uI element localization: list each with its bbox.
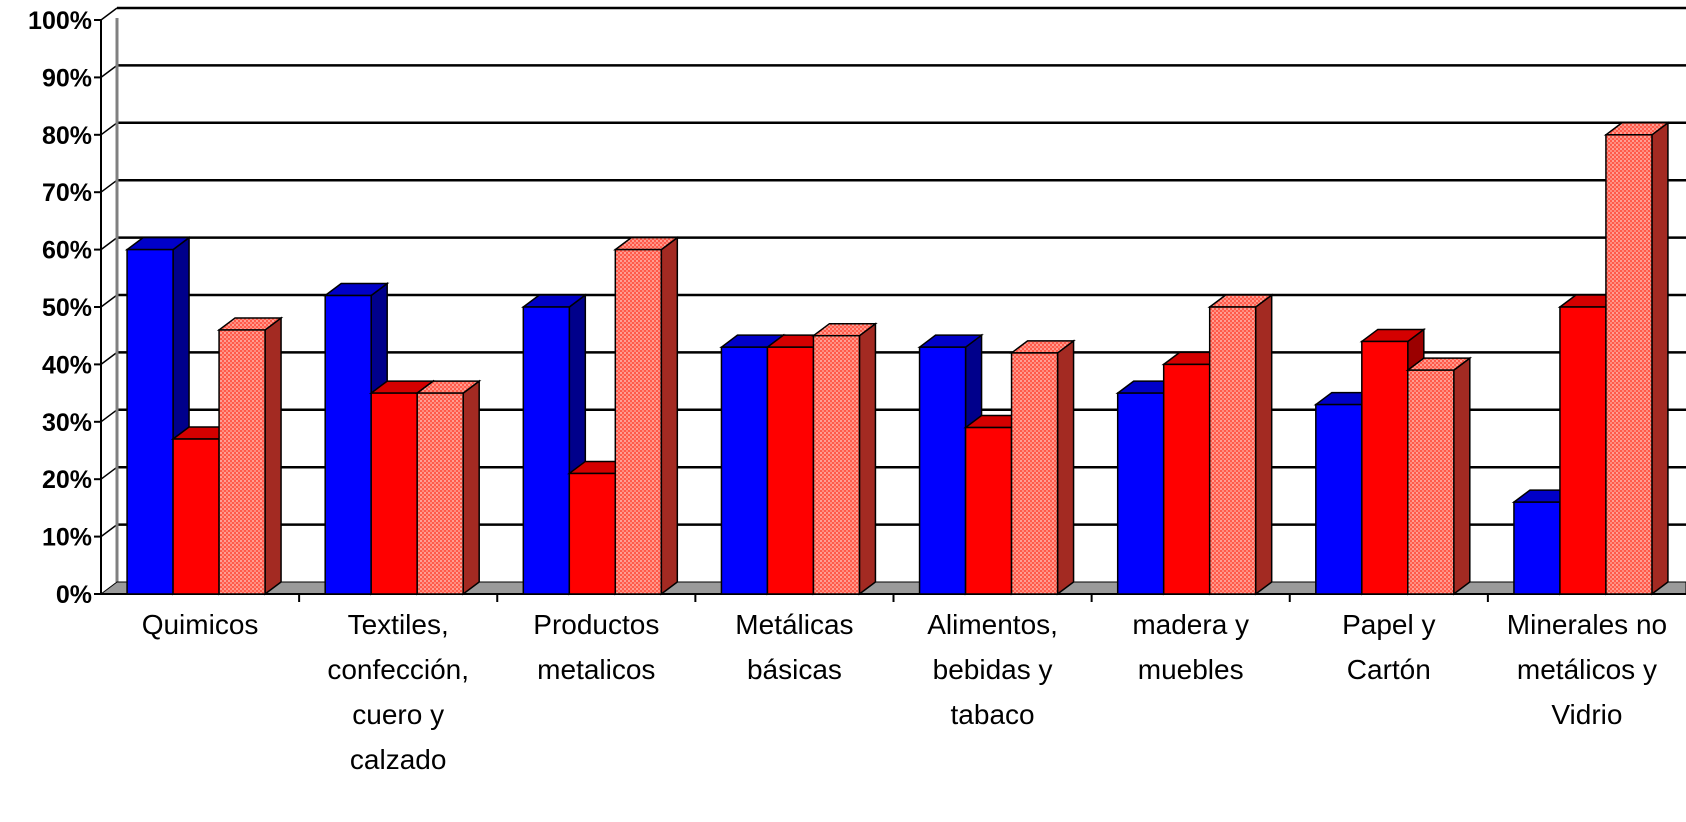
- bars: [124, 121, 1671, 596]
- x-tick-label-line: básicas: [747, 654, 842, 685]
- gridline-connector: [100, 64, 118, 79]
- bar-front: [812, 334, 861, 595]
- bar: [811, 322, 878, 596]
- y-tick-label: 80%: [42, 122, 92, 150]
- bar: [1405, 356, 1473, 596]
- x-tick-label-line: confección,: [327, 654, 469, 685]
- bar-front: [1559, 306, 1607, 595]
- bar-front: [218, 329, 266, 595]
- bar-side: [1651, 121, 1669, 596]
- bar-front: [568, 472, 617, 595]
- bar-side: [1254, 293, 1273, 596]
- bar-side: [858, 322, 877, 596]
- bar-side: [462, 379, 480, 596]
- y-tick-label: 10%: [42, 524, 92, 552]
- x-tick-label: Papel y Cartón: [1342, 609, 1435, 685]
- x-tick-label-line: metalicos: [537, 654, 655, 685]
- bar-side: [1453, 356, 1471, 596]
- gridline-connector: [100, 294, 118, 308]
- gridline-connector: [100, 351, 118, 365]
- y-tick-label: 60%: [42, 237, 92, 265]
- bar: [368, 379, 436, 596]
- x-tick-labels: Quimicos Textiles, confección, cuero y calza…: [142, 609, 1667, 775]
- x-tick-label: Alimentos, bebidas y tabaco: [927, 609, 1058, 730]
- x-tick-label-line: Metálicas: [735, 609, 853, 640]
- y-tick-label: 20%: [42, 466, 92, 494]
- x-tick-label-line: Vidrio: [1551, 699, 1622, 730]
- x-tick-label-line: Productos: [533, 609, 659, 640]
- bar-front: [522, 306, 571, 595]
- x-tick-label-line: Cartón: [1347, 654, 1431, 685]
- x-tick-label: Textiles, confección, cuero y calzado: [327, 609, 469, 775]
- bar-front: [370, 392, 418, 595]
- x-tick-label-line: Alimentos,: [927, 609, 1058, 640]
- x-tick-label-line: Papel y: [1342, 609, 1435, 640]
- bar: [1207, 293, 1274, 596]
- gridline-connector: [100, 179, 118, 193]
- bar: [1603, 121, 1671, 596]
- x-tick-label-line: Minerales no: [1507, 609, 1667, 640]
- y-tick-label: 90%: [42, 64, 92, 92]
- x-tick-label: Minerales no metálicos y Vidrio: [1507, 609, 1667, 730]
- x-tick-label: Quimicos: [142, 609, 259, 640]
- y-tick-label: 100%: [28, 7, 92, 35]
- x-tick-label-line: calzado: [350, 744, 447, 775]
- bar: [613, 236, 680, 596]
- y-tick-label: 0%: [56, 581, 92, 609]
- bar-front: [720, 346, 769, 595]
- bar-front: [1010, 352, 1059, 595]
- x-tick-label: Productos metalicos: [533, 609, 659, 685]
- bar-front: [614, 248, 663, 595]
- x-tick-label-line: tabaco: [951, 699, 1035, 730]
- bar-front: [918, 346, 967, 595]
- x-tick-label-line: bebidas y: [933, 654, 1053, 685]
- bar-side: [1056, 339, 1075, 596]
- x-tick-label-line: metálicos y: [1517, 654, 1657, 685]
- x-tick-label-line: Textiles,: [348, 609, 449, 640]
- gridline-connector: [100, 466, 118, 480]
- y-tick-label: 50%: [42, 294, 92, 322]
- x-tick-label-line: muebles: [1138, 654, 1244, 685]
- bar-front: [416, 392, 464, 595]
- gridline-connector: [100, 409, 118, 423]
- x-tick-label: madera y muebles: [1132, 609, 1249, 685]
- bar-front: [1208, 306, 1257, 595]
- bar: [1009, 339, 1076, 596]
- gridline-connector: [100, 237, 118, 251]
- bar-front: [172, 438, 220, 595]
- gridline-connector: [100, 7, 118, 21]
- bar-front: [1407, 369, 1455, 595]
- bar-front: [324, 294, 372, 595]
- x-tick-label-line: cuero y: [352, 699, 444, 730]
- bar-front: [766, 346, 815, 595]
- x-tick-label: Metálicas básicas: [735, 609, 853, 685]
- bar-front: [1315, 403, 1363, 595]
- bar-front: [1361, 340, 1409, 595]
- bar-side: [264, 316, 282, 596]
- bar-front: [1605, 134, 1653, 595]
- y-tick-label: 70%: [42, 179, 92, 207]
- y-tick-label: 40%: [42, 351, 92, 379]
- bar: [414, 379, 482, 596]
- bar-front: [1116, 392, 1165, 595]
- gridline-connector: [100, 523, 118, 538]
- bar-front: [1513, 501, 1561, 595]
- y-tick-label: 30%: [42, 409, 92, 437]
- bar-side: [660, 236, 679, 596]
- x-tick-label-line: madera y: [1132, 609, 1249, 640]
- bar: [216, 316, 284, 596]
- bar-front: [1162, 363, 1211, 595]
- y-tick-labels: 0% 10% 20% 30% 40% 50% 60% 70% 80% 90% 100%: [28, 7, 92, 609]
- bar-front: [126, 248, 174, 595]
- bar-front: [964, 426, 1013, 595]
- x-tick-label-line: Quimicos: [142, 609, 259, 640]
- gridline-connector: [100, 122, 118, 136]
